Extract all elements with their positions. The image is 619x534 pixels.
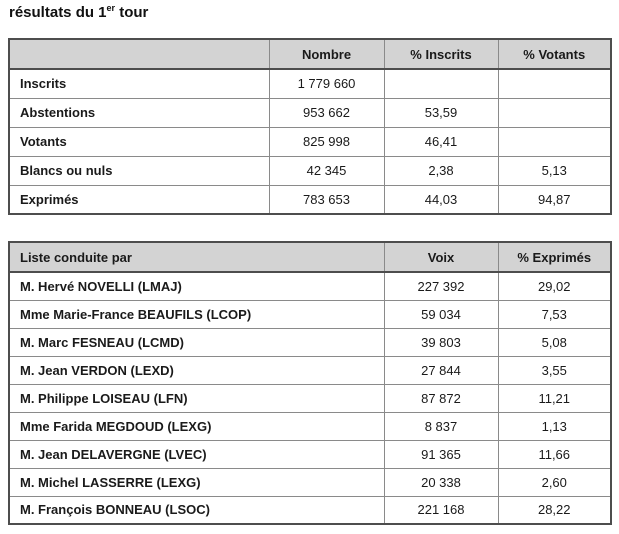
participation-table: Nombre % Inscrits % Votants Inscrits 1 7… [8,38,612,215]
row-label: Votants [8,126,270,157]
row-label: Exprimés [8,184,270,215]
row-pct-exprimes: 3,55 [497,355,612,385]
column-header-liste: Liste conduite par [8,241,385,273]
page-title: résultats du 1er tour [9,3,611,22]
row-candidate: M. Jean VERDON (LEXD) [8,355,385,385]
row-pct-votants: 5,13 [497,155,612,186]
row-candidate: M. Jean DELAVERGNE (LVEC) [8,439,385,469]
row-candidate: Mme Marie-France BEAUFILS (LCOP) [8,299,385,329]
page-title-suffix: tour [115,4,149,21]
row-nombre: 953 662 [268,97,385,128]
table-row: M. Jean DELAVERGNE (LVEC) 91 365 11,66 [8,439,612,469]
table-row: M. Marc FESNEAU (LCMD) 39 803 5,08 [8,327,612,357]
candidates-table-body: M. Hervé NOVELLI (LMAJ) 227 392 29,02 Mm… [8,271,612,525]
row-voix: 20 338 [383,467,499,497]
row-voix: 91 365 [383,439,499,469]
column-header-pct-exprimes: % Exprimés [497,241,612,273]
table-row: Mme Marie-France BEAUFILS (LCOP) 59 034 … [8,299,612,329]
header-row: Liste conduite par Voix % Exprimés [8,241,612,273]
row-pct-inscrits [383,68,499,99]
row-pct-exprimes: 11,21 [497,383,612,413]
table-row: Exprimés 783 653 44,03 94,87 [8,184,612,215]
table-row: Mme Farida MEGDOUD (LEXG) 8 837 1,13 [8,411,612,441]
candidates-table-header: Liste conduite par Voix % Exprimés [8,241,612,273]
row-pct-exprimes: 2,60 [497,467,612,497]
page-title-prefix: résultats du 1 [9,4,107,21]
row-pct-votants [497,97,612,128]
header-row: Nombre % Inscrits % Votants [8,38,612,70]
row-candidate: M. Philippe LOISEAU (LFN) [8,383,385,413]
row-pct-votants [497,68,612,99]
row-pct-inscrits: 44,03 [383,184,499,215]
row-nombre: 783 653 [268,184,385,215]
row-voix: 59 034 [383,299,499,329]
row-nombre: 1 779 660 [268,68,385,99]
table-row: Inscrits 1 779 660 [8,68,612,99]
row-label: Blancs ou nuls [8,155,270,186]
column-header-pct-votants: % Votants [497,38,612,70]
row-nombre: 825 998 [268,126,385,157]
row-pct-exprimes: 1,13 [497,411,612,441]
row-voix: 87 872 [383,383,499,413]
column-header-empty [8,38,270,70]
row-voix: 227 392 [383,271,499,301]
row-candidate: M. Marc FESNEAU (LCMD) [8,327,385,357]
row-nombre: 42 345 [268,155,385,186]
row-candidate: Mme Farida MEGDOUD (LEXG) [8,411,385,441]
table-row: M. Michel LASSERRE (LEXG) 20 338 2,60 [8,467,612,497]
row-pct-exprimes: 7,53 [497,299,612,329]
table-row: M. Jean VERDON (LEXD) 27 844 3,55 [8,355,612,385]
row-pct-exprimes: 29,02 [497,271,612,301]
row-voix: 39 803 [383,327,499,357]
table-row: Votants 825 998 46,41 [8,126,612,157]
row-voix: 27 844 [383,355,499,385]
row-candidate: M. Michel LASSERRE (LEXG) [8,467,385,497]
column-header-voix: Voix [383,241,499,273]
table-row: Blancs ou nuls 42 345 2,38 5,13 [8,155,612,186]
table-row: M. François BONNEAU (LSOC) 221 168 28,22 [8,495,612,525]
row-pct-inscrits: 46,41 [383,126,499,157]
table-row: M. Philippe LOISEAU (LFN) 87 872 11,21 [8,383,612,413]
row-voix: 221 168 [383,495,499,525]
participation-table-header: Nombre % Inscrits % Votants [8,38,612,70]
row-pct-votants [497,126,612,157]
column-header-nombre: Nombre [268,38,385,70]
participation-table-body: Inscrits 1 779 660 Abstentions 953 662 5… [8,68,612,215]
row-label: Abstentions [8,97,270,128]
row-candidate: M. François BONNEAU (LSOC) [8,495,385,525]
table-row: M. Hervé NOVELLI (LMAJ) 227 392 29,02 [8,271,612,301]
row-voix: 8 837 [383,411,499,441]
page-title-superscript: er [106,3,116,13]
row-pct-votants: 94,87 [497,184,612,215]
table-row: Abstentions 953 662 53,59 [8,97,612,128]
row-pct-inscrits: 2,38 [383,155,499,186]
candidates-table: Liste conduite par Voix % Exprimés M. He… [8,241,612,525]
row-label: Inscrits [8,68,270,99]
column-header-pct-inscrits: % Inscrits [383,38,499,70]
row-pct-exprimes: 11,66 [497,439,612,469]
row-pct-inscrits: 53,59 [383,97,499,128]
row-pct-exprimes: 5,08 [497,327,612,357]
row-pct-exprimes: 28,22 [497,495,612,525]
row-candidate: M. Hervé NOVELLI (LMAJ) [8,271,385,301]
